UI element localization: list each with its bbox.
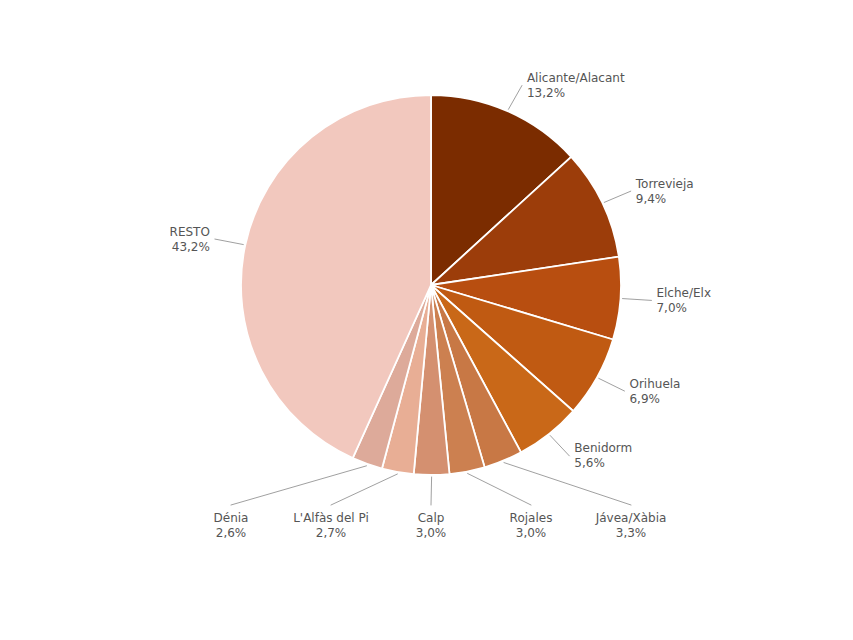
svg-text:L'Alfàs del Pi2,7%: L'Alfàs del Pi2,7% xyxy=(293,511,369,540)
svg-text:Torrevieja9,4%: Torrevieja9,4% xyxy=(635,177,694,206)
svg-text:Calp3,0%: Calp3,0% xyxy=(416,511,447,540)
svg-text:Dénia2,6%: Dénia2,6% xyxy=(214,511,249,540)
svg-text:Elche/Elx7,0%: Elche/Elx7,0% xyxy=(656,286,711,315)
svg-text:Benidorm5,6%: Benidorm5,6% xyxy=(574,441,632,470)
svg-text:RESTO43,2%: RESTO43,2% xyxy=(170,225,210,254)
svg-text:Jávea/Xàbia3,3%: Jávea/Xàbia3,3% xyxy=(595,511,667,540)
svg-text:Orihuela6,9%: Orihuela6,9% xyxy=(629,377,680,406)
svg-text:Rojales3,0%: Rojales3,0% xyxy=(510,511,553,540)
svg-text:Alicante/Alacant13,2%: Alicante/Alacant13,2% xyxy=(527,71,625,100)
